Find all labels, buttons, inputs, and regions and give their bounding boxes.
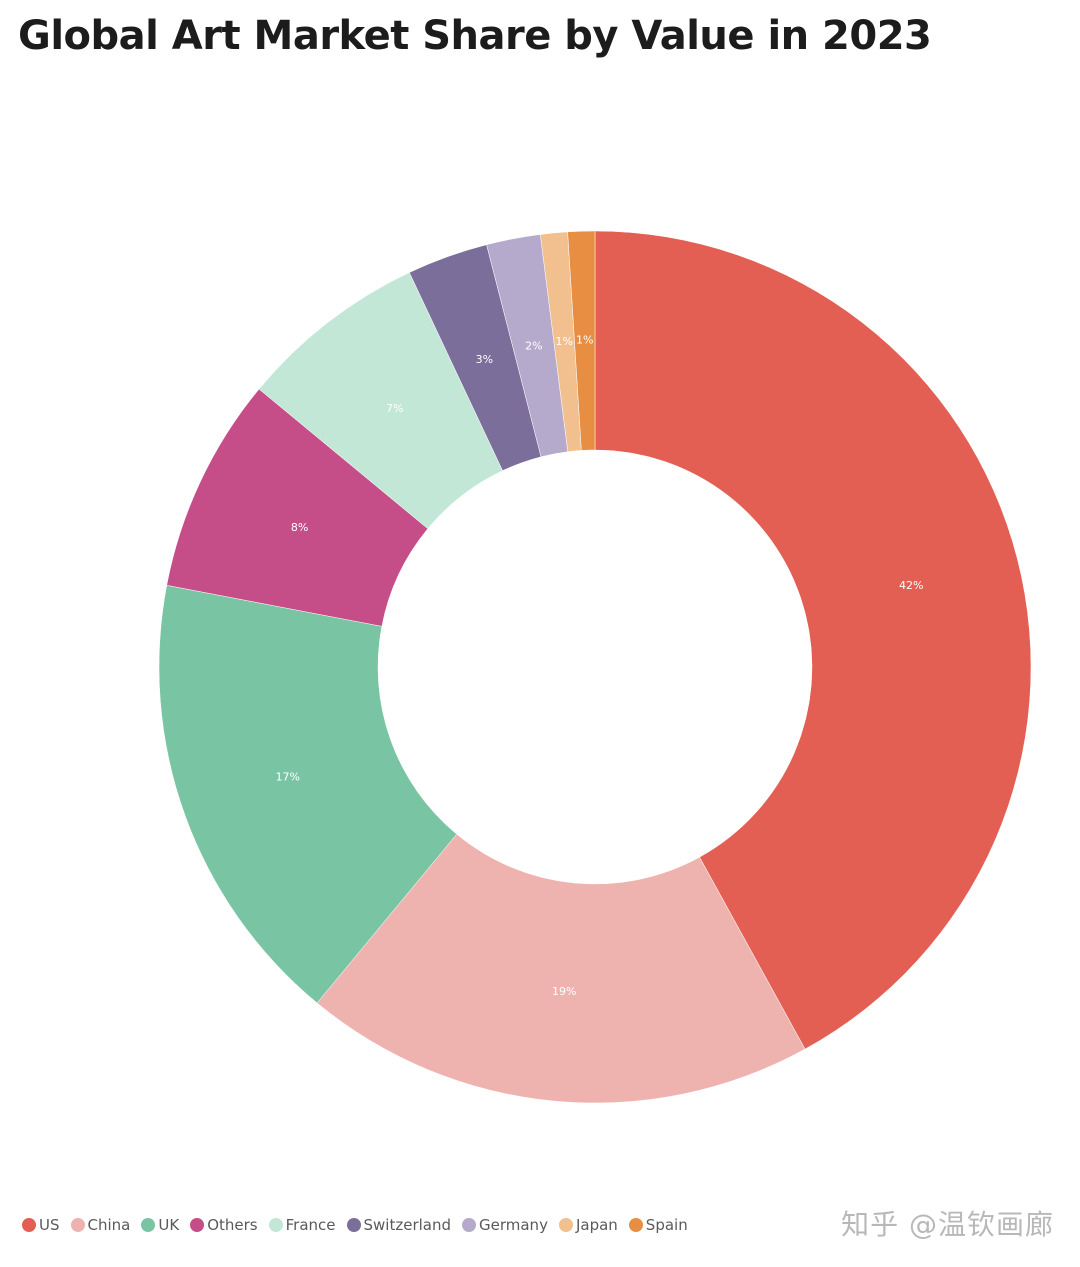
legend-label-spain: Spain <box>645 1216 688 1234</box>
legend-label-others: Others <box>207 1216 258 1234</box>
slice-uk[interactable] <box>158 585 458 1004</box>
legend-swatch-spain <box>628 1218 643 1232</box>
legend-item-japan[interactable]: Japan <box>558 1216 618 1234</box>
legend-label-france: France <box>285 1216 336 1234</box>
slices <box>158 230 1032 1104</box>
legend-swatch-uk <box>141 1218 156 1232</box>
slice-label-uk: 17% <box>276 771 300 784</box>
legend-item-uk[interactable]: UK <box>141 1216 179 1234</box>
legend-label-germany: Germany <box>479 1216 548 1234</box>
legend-label-us: US <box>39 1216 60 1234</box>
slice-spain[interactable] <box>567 230 596 451</box>
slice-labels: 42% 19% 17% 8% 7% 3% 2% 1% 1% <box>276 334 924 998</box>
legend-label-switzerland: Switzerland <box>363 1216 452 1234</box>
legend-label-uk: UK <box>158 1216 180 1234</box>
chart-title: Global Art Market Share by Value in 2023 <box>18 13 932 59</box>
slice-china[interactable] <box>316 833 806 1104</box>
slice-label-spain: 1% <box>576 334 593 347</box>
legend-label-china: China <box>87 1216 131 1234</box>
slice-label-france: 7% <box>386 402 403 415</box>
legend-item-spain[interactable]: Spain <box>628 1216 688 1234</box>
legend-item-china[interactable]: China <box>70 1216 131 1234</box>
legend: US China UK Others France Switzerland Germany J… <box>22 1213 699 1237</box>
legend-swatch-japan <box>558 1218 573 1232</box>
slice-label-germany: 2% <box>525 339 542 352</box>
slice-label-switzerland: 3% <box>476 353 493 366</box>
legend-item-germany[interactable]: Germany <box>462 1216 548 1234</box>
slice-us[interactable] <box>594 230 1032 1050</box>
legend-item-us[interactable]: US <box>22 1216 60 1234</box>
slice-label-us: 42% <box>899 579 923 592</box>
legend-swatch-us <box>22 1218 36 1232</box>
legend-swatch-others <box>190 1218 205 1232</box>
legend-swatch-china <box>70 1218 85 1232</box>
legend-swatch-france <box>268 1218 283 1232</box>
slice-label-china: 19% <box>552 985 576 998</box>
legend-item-others[interactable]: Others <box>190 1216 258 1234</box>
legend-swatch-switzerland <box>346 1218 361 1232</box>
legend-label-japan: Japan <box>575 1216 618 1234</box>
legend-item-france[interactable]: France <box>268 1216 336 1234</box>
watermark: 知乎 @温钦画廊 <box>841 1208 1054 1241</box>
slice-label-others: 8% <box>291 521 308 534</box>
legend-item-switzerland[interactable]: Switzerland <box>346 1216 452 1234</box>
slice-label-japan: 1% <box>556 335 573 348</box>
legend-swatch-germany <box>462 1218 476 1232</box>
